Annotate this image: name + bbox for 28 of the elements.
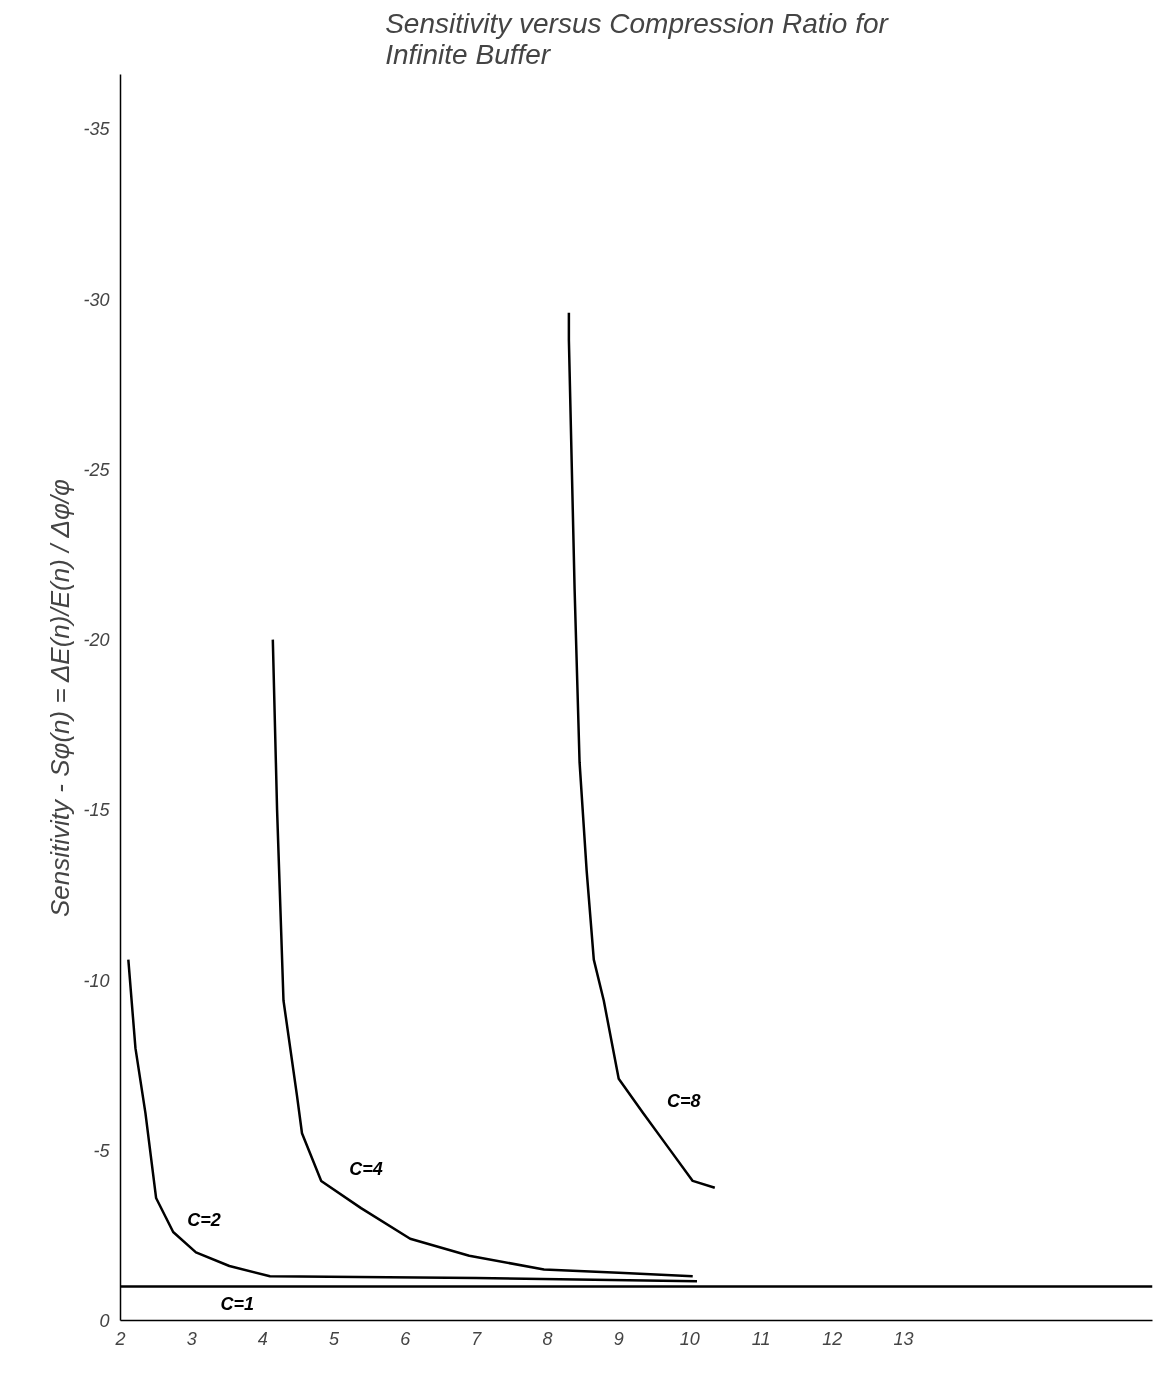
x-tick-label: 8 [542, 1328, 553, 1349]
x-tick-label: 12 [822, 1328, 843, 1349]
x-tick-label: 7 [471, 1328, 483, 1349]
x-tick-label: 4 [257, 1328, 268, 1349]
series-label: C=8 [666, 1090, 701, 1111]
y-tick-label: -5 [93, 1140, 111, 1161]
x-tick-label: 6 [400, 1328, 412, 1349]
x-tick-label: 10 [679, 1328, 700, 1349]
y-tick-label: 0 [99, 1311, 110, 1331]
y-tick-label: -20 [83, 630, 110, 651]
x-tick-label: 11 [751, 1328, 771, 1349]
y-tick-label: -15 [83, 800, 111, 821]
y-axis-title: Sensitivity - Sφ(n) = ΔE(n)/E(n) / Δφ/φ [45, 478, 76, 918]
series-label: C=2 [187, 1209, 221, 1230]
x-tick-label: 13 [893, 1328, 914, 1349]
series-label: C=1 [220, 1294, 255, 1315]
line-series [567, 311, 717, 1189]
x-tick-label: 3 [186, 1328, 197, 1349]
y-tick-label: -10 [83, 970, 110, 991]
y-tick-label: -30 [83, 289, 110, 310]
chart-title: Sensitivity versus Compression Ratio for Infinite Buffer [385, 7, 890, 70]
x-tick-label: 5 [329, 1328, 341, 1349]
line-series [127, 958, 699, 1283]
x-tick-label: 9 [613, 1328, 624, 1349]
y-tick-label: -25 [83, 459, 111, 480]
y-tick-label: -35 [83, 119, 111, 140]
x-tick-label: 2 [114, 1328, 126, 1349]
series-label: C=4 [349, 1158, 383, 1179]
